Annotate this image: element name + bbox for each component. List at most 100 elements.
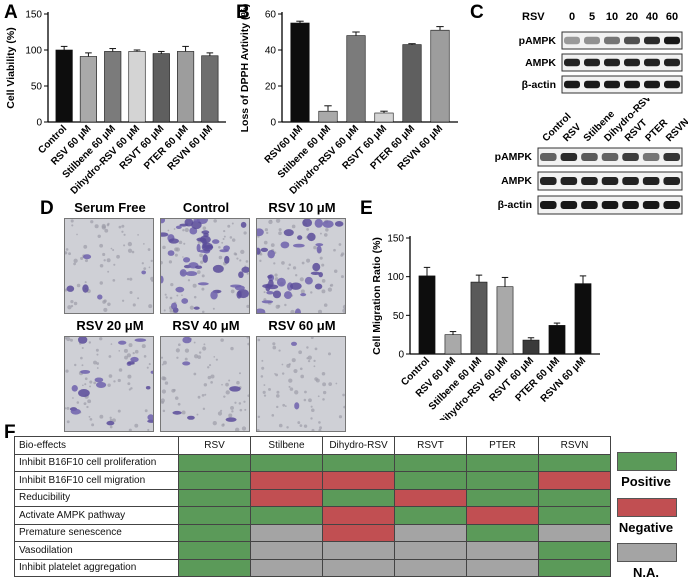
micrograph-pore: [319, 232, 322, 235]
legend-label-na: N.A.: [633, 565, 659, 580]
micrograph-pore: [259, 259, 262, 262]
micrograph-cell: [261, 300, 274, 304]
micrograph-cell: [240, 221, 247, 228]
micrograph-grid: Serum Free Control RSV 10 μM RSV 20 μM RSV 4…: [64, 200, 348, 432]
micrograph-pore: [299, 424, 303, 428]
micrograph-pore: [99, 243, 104, 248]
micrograph-pore: [106, 258, 111, 263]
micrograph-title: RSV 10 μM: [268, 200, 336, 215]
micrograph-cell: [179, 223, 188, 227]
micrograph-pore: [222, 237, 225, 240]
micrograph-cell: [322, 220, 334, 228]
micrograph-cell: [83, 254, 92, 260]
blot-band: [581, 201, 598, 209]
micrograph-cell: [219, 249, 229, 253]
micrograph-pore: [246, 272, 249, 275]
micrograph-pore: [151, 279, 153, 282]
micrograph-pore: [89, 380, 93, 384]
micrograph-pore: [327, 352, 331, 356]
micrograph-pore: [231, 222, 234, 225]
micrograph-pore: [84, 259, 88, 263]
bar: [79, 56, 97, 123]
micrograph-pore: [202, 346, 207, 351]
bio-effect-label: Inhibit B16F10 cell migration: [14, 471, 179, 490]
effect-cell-negative: [394, 488, 467, 507]
micrograph-pore: [93, 381, 97, 385]
micrograph-cell: [284, 291, 292, 299]
micrograph-pore: [83, 244, 88, 249]
micrograph-cell: [229, 386, 241, 392]
micrograph-pore: [239, 408, 243, 412]
micrograph-pore: [196, 270, 201, 274]
micrograph-pore: [127, 241, 133, 247]
micrograph-pore: [170, 283, 174, 287]
micrograph-cell: [307, 232, 316, 242]
y-tick-label: 60: [265, 10, 277, 21]
micrograph-pore: [213, 356, 216, 358]
micrograph-pore: [276, 405, 279, 409]
micrograph-pore: [162, 360, 167, 365]
micrograph-pore: [187, 279, 191, 282]
micrograph-pore: [227, 224, 231, 228]
y-tick-label: 150: [387, 234, 404, 245]
micrograph-cell: [95, 381, 107, 388]
effect-cell-na: [394, 541, 467, 560]
micrograph-pore: [310, 417, 313, 420]
bio-effect-label: Inhibit B16F10 cell proliferation: [14, 453, 179, 472]
table-header-cell: RSV: [178, 436, 251, 455]
y-tick-label: 150: [25, 10, 42, 21]
micrograph-pore: [274, 273, 278, 277]
micrograph-pore: [116, 254, 120, 259]
micrograph-cell: [196, 243, 201, 253]
effect-cell-negative: [322, 523, 395, 542]
micrograph-pore: [278, 349, 281, 352]
blot-band: [604, 36, 620, 45]
micrograph-pore: [89, 417, 93, 421]
micrograph-pore: [231, 410, 234, 413]
micrograph-pore: [70, 219, 74, 223]
micrograph-pore: [202, 226, 207, 230]
micrograph-cell: [130, 356, 139, 363]
micrograph-cell: [334, 221, 344, 227]
micrograph-pore: [335, 382, 338, 385]
micrograph-pore: [178, 343, 181, 347]
table-header-cell: Dihydro-RSV: [322, 436, 395, 455]
micrograph-pore: [112, 418, 116, 423]
micrograph-pore: [263, 394, 267, 397]
bar: [574, 283, 592, 355]
effect-cell-positive: [178, 488, 251, 507]
y-tick-label: 0: [36, 118, 42, 129]
micrograph-pore: [112, 278, 116, 282]
effect-cell-positive: [394, 471, 467, 490]
micrograph-cell: [316, 245, 322, 254]
micrograph-pore: [175, 348, 180, 353]
micrograph-cell: [97, 294, 103, 300]
micrograph-pore: [132, 351, 135, 355]
micrograph-pore: [313, 365, 316, 368]
micrograph-pore: [86, 405, 89, 409]
micrograph-pore: [118, 368, 123, 372]
micrograph-pore: [168, 260, 173, 264]
micrograph-image: [64, 336, 154, 432]
micrograph-pore: [210, 381, 213, 384]
micrograph-pore: [137, 234, 139, 236]
micrograph-pore: [71, 224, 74, 227]
micrograph-pore: [193, 341, 196, 344]
micrograph-background: [65, 219, 153, 313]
micrograph-cell: [267, 274, 273, 279]
micrograph-pore: [342, 308, 345, 313]
micrograph-pore: [228, 413, 233, 418]
effect-cell-positive: [466, 488, 539, 507]
micrograph-cell: [175, 286, 185, 293]
micrograph-cell: [315, 243, 324, 247]
micrograph-pore: [67, 305, 72, 310]
micrograph-pore: [329, 284, 332, 287]
blot-band: [622, 177, 639, 185]
micrograph-pore: [128, 343, 133, 348]
micrograph-cell: [211, 239, 220, 244]
blot-band: [664, 36, 680, 45]
micrograph-pore: [288, 385, 291, 388]
micrograph-pore: [212, 420, 217, 426]
micrograph-pore: [217, 411, 223, 416]
micrograph-pore: [66, 406, 70, 410]
